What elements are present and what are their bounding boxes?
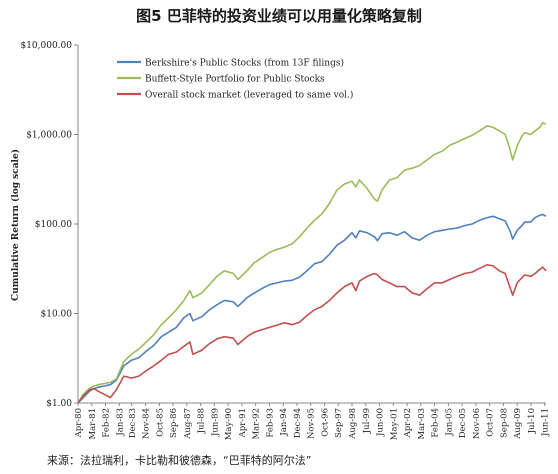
x-tick-label: Dec-05 [458, 408, 468, 438]
series-line-2 [77, 122, 547, 404]
legend: Berkshire's Public Stocks (from 13F fili… [117, 58, 353, 101]
y-tick-label: $10.00 [41, 310, 73, 320]
x-tick-label: Sep-97 [334, 408, 344, 438]
x-tick-label: Apr-91 [238, 408, 248, 438]
y-axis: $1.00 $10.00 $100.00 $1,000.00 $10,000.00 [20, 41, 78, 409]
x-tick-label: May-90 [224, 408, 234, 440]
y-tick-label: $1.00 [46, 399, 72, 409]
x-tick-label: Apr-80 [74, 408, 84, 438]
x-tick-label: Jun-11 [541, 408, 551, 437]
x-tick-label: Nov-06 [472, 408, 482, 439]
x-tick-label: Oct-07 [486, 408, 496, 437]
y-tick-label: $10,000.00 [20, 41, 72, 51]
x-tick-label: Nov-84 [142, 408, 152, 439]
series-lines [77, 122, 547, 404]
x-tick-label: Mar-03 [417, 408, 427, 440]
x-tick-label: Jun-00 [375, 408, 385, 437]
legend-label: Overall stock market (leveraged to same … [145, 90, 353, 101]
x-tick-label: Jul-99 [362, 408, 372, 434]
x-tick-label: Mar-92 [252, 408, 262, 440]
x-tick-label: Sep-86 [169, 408, 179, 438]
x-tick-label: Jul-88 [197, 408, 207, 434]
x-axis: Apr-80 Mar-81 Feb-82 Jan-83 Dec-83 Nov-84 Oct-… [74, 403, 551, 440]
x-tick-label: Aug-87 [183, 408, 193, 440]
x-tick-label: Apr-02 [403, 408, 413, 438]
x-tick-label: Jul-10 [527, 408, 537, 434]
y-tick-label: $100.00 [35, 220, 72, 230]
x-tick-label: Feb-93 [265, 408, 275, 438]
x-tick-label: Sep-08 [499, 408, 509, 438]
x-tick-label: Jan-94 [279, 408, 289, 437]
x-tick-label: May-01 [389, 408, 399, 440]
x-tick-label: Jan-05 [444, 408, 454, 437]
legend-label: Buffett-Style Portfolio for Public Stock… [145, 75, 325, 85]
x-tick-label: Feb-82 [101, 408, 111, 438]
y-axis-label: Cumulative Return (log scale) [10, 149, 21, 301]
chart-title: 图5 巴菲特的投资业绩可以用量化策略复制 [136, 7, 422, 25]
source-note: 来源：法拉瑞利，卡比勒和彼德森，“巴菲特的阿尔法” [47, 454, 312, 467]
legend-label: Berkshire's Public Stocks (from 13F fili… [145, 58, 344, 69]
y-tick-label: $1,000.00 [26, 131, 72, 141]
series-line-3 [77, 264, 547, 404]
x-tick-label: Nov-95 [307, 408, 317, 439]
x-tick-label: Jun-89 [210, 408, 220, 437]
x-tick-label: Aug-98 [348, 408, 358, 440]
series-line-1 [77, 213, 547, 404]
x-tick-label: Oct-96 [321, 408, 331, 437]
x-tick-label: Jan-83 [115, 408, 125, 437]
x-tick-label: Dec-83 [128, 408, 138, 438]
x-tick-label: Feb-04 [431, 408, 441, 438]
x-tick-label: Aug-09 [513, 408, 523, 440]
x-tick-label: Dec-94 [293, 408, 303, 438]
x-tick-label: Oct-85 [155, 408, 165, 437]
x-tick-label: Mar-81 [88, 408, 98, 440]
